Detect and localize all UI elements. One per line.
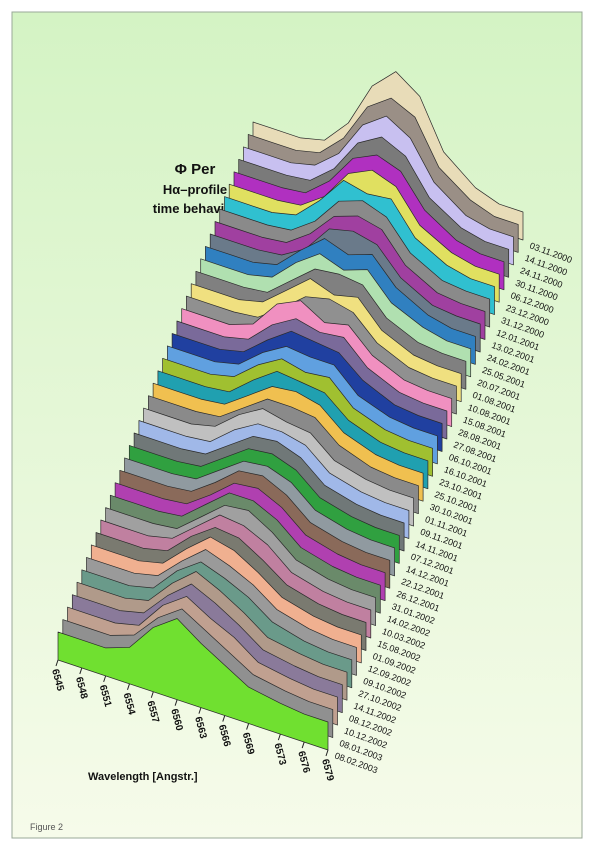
x-tick: [126, 683, 130, 690]
x-tick: [246, 723, 250, 730]
x-tick: [198, 707, 202, 714]
chart-subtitle: Hα–profile: [163, 182, 227, 197]
x-tick: [222, 715, 226, 722]
x-tick: [277, 733, 281, 741]
x-axis-label: Wavelength [Angstr.]: [88, 771, 198, 783]
x-tick: [325, 749, 329, 757]
ribbon: [57, 618, 329, 751]
footer: Figure 2: [30, 822, 63, 832]
x-tick: [150, 691, 154, 698]
chart-subtitle: time behavior: [153, 201, 238, 216]
x-tick: [301, 741, 305, 749]
plot: 03.11.200014.11.200024.11.200030.11.2000…: [49, 71, 573, 783]
x-tick: [55, 659, 59, 667]
chart-title: Φ Per: [175, 161, 216, 178]
x-tick: [79, 667, 83, 675]
x-tick: [174, 699, 178, 706]
x-tick: [103, 675, 107, 683]
